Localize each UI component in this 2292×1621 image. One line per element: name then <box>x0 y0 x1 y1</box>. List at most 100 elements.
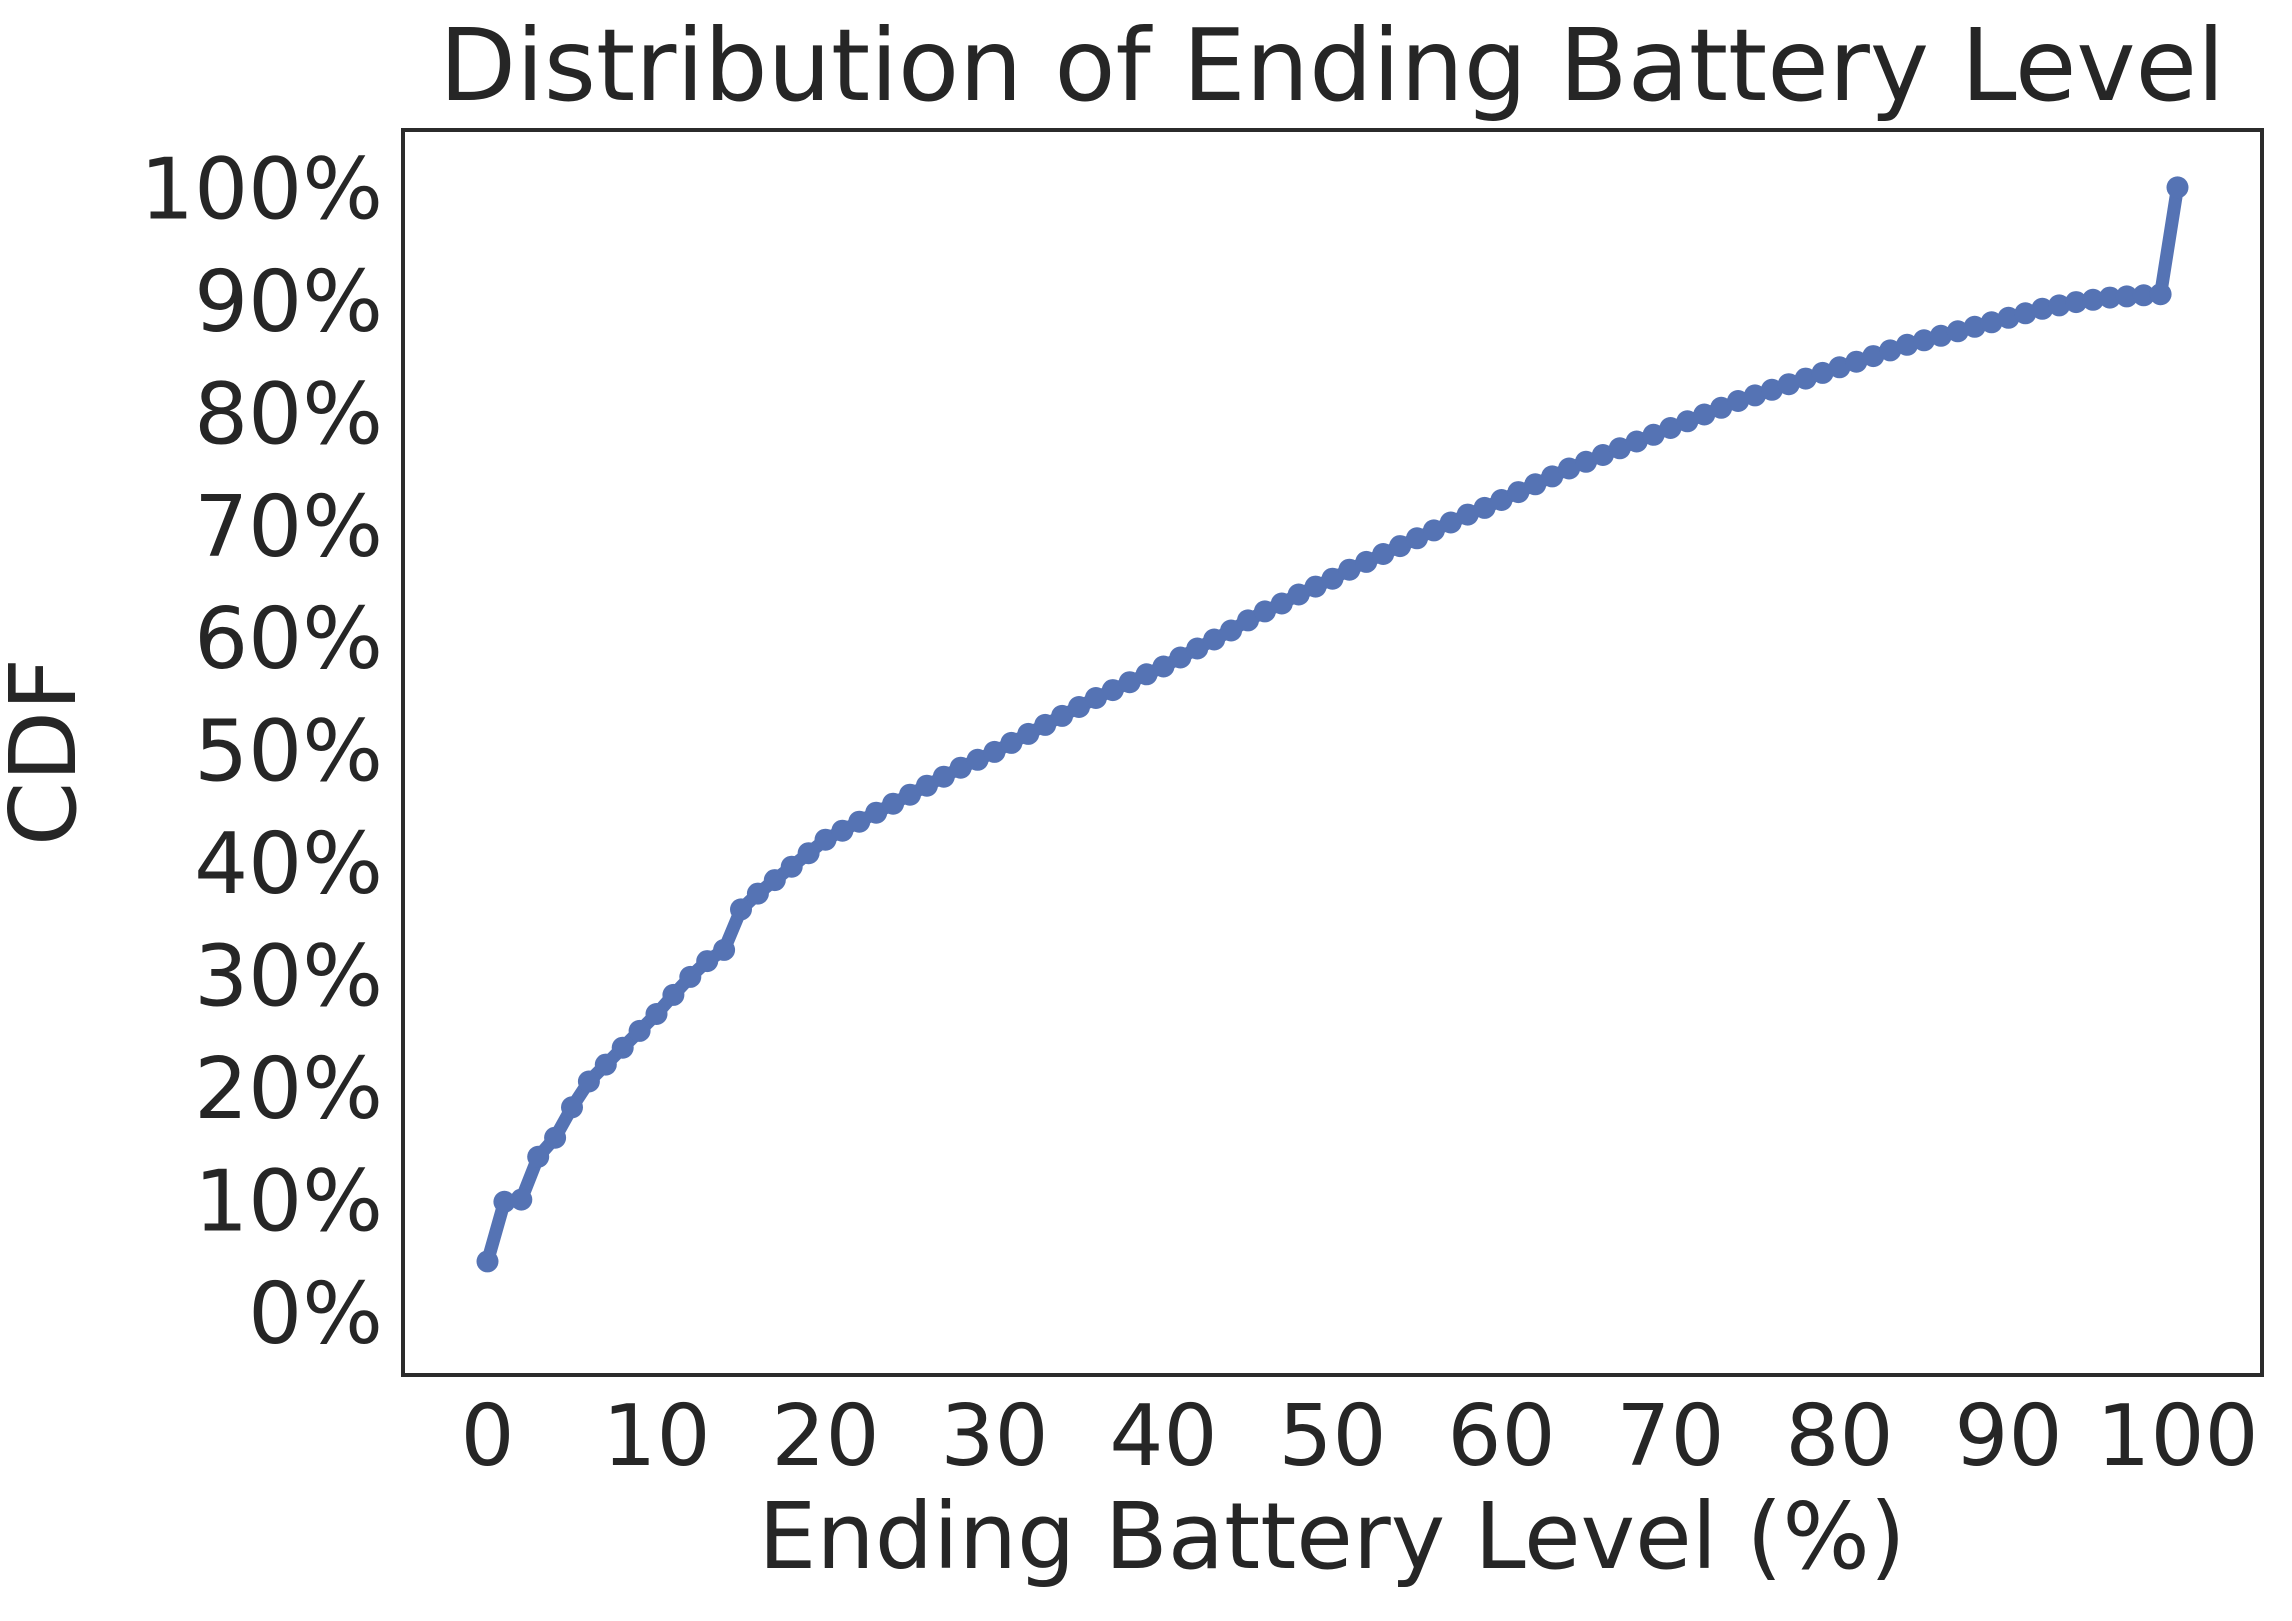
cdf-marker <box>899 783 921 806</box>
cdf-marker <box>1338 558 1361 581</box>
cdf-marker <box>865 801 888 824</box>
cdf-marker <box>713 938 736 961</box>
cdf-marker <box>915 774 938 797</box>
cdf-marker <box>1084 687 1107 709</box>
cdf-marker <box>983 740 1006 763</box>
cdf-marker <box>848 810 871 833</box>
cdf-marker <box>2082 288 2104 311</box>
cdf-marker <box>662 983 685 1006</box>
y-tick-label: 100% <box>140 140 383 239</box>
cdf-marker <box>780 855 803 878</box>
cdf-marker <box>1017 722 1040 745</box>
cdf-marker <box>1642 423 1665 446</box>
y-tick-labels: 0% 10% 20% 30% 40% 50% 60% 70% 80% 90% 100% <box>140 140 383 1364</box>
cdf-marker <box>814 828 837 851</box>
cdf-marker <box>2031 297 2054 320</box>
cdf-marker <box>2132 284 2155 307</box>
cdf-marker <box>2098 286 2121 309</box>
cdf-marker <box>1439 511 1462 534</box>
cdf-marker <box>882 792 905 815</box>
cdf-marker <box>696 950 719 973</box>
cdf-marker <box>1676 410 1699 433</box>
cdf-marker <box>1220 619 1243 642</box>
x-tick-label: 80 <box>1785 1387 1893 1486</box>
x-tick-label: 70 <box>1616 1387 1724 1486</box>
cdf-marker <box>577 1070 600 1093</box>
cdf-marker <box>1135 663 1158 686</box>
cdf-marker <box>1591 444 1614 466</box>
x-tick-label: 20 <box>771 1387 879 1486</box>
cdf-marker <box>2115 285 2138 308</box>
cdf-marker <box>645 1003 668 1025</box>
cdf-marker <box>1862 345 1885 368</box>
cdf-marker <box>1152 655 1175 678</box>
cdf-marker <box>831 819 854 842</box>
cdf-marker <box>1000 731 1023 754</box>
cdf-marker <box>1980 311 2003 334</box>
cdf-marker <box>1203 628 1226 651</box>
cdf-marker <box>1727 390 1750 412</box>
cdf-marker <box>2048 294 2071 317</box>
cdf-marker <box>1946 320 1969 343</box>
x-tick-label: 0 <box>460 1387 514 1486</box>
cdf-marker <box>1422 519 1445 542</box>
cdf-marker <box>1929 324 1952 347</box>
cdf-marker <box>1034 713 1057 736</box>
cdf-marker <box>932 765 955 788</box>
cdf-marker <box>1845 350 1868 373</box>
cdf-marker <box>1963 315 1986 338</box>
cdf-marker <box>746 882 769 905</box>
y-tick-label: 50% <box>194 703 383 802</box>
cdf-marker <box>1389 535 1412 558</box>
cdf-marker <box>1777 373 1800 396</box>
cdf-marker <box>1253 600 1276 623</box>
x-tick-label: 30 <box>940 1387 1048 1486</box>
cdf-marker <box>476 1250 499 1273</box>
y-tick-label: 10% <box>194 1153 383 1252</box>
cdf-marker <box>1118 671 1141 694</box>
cdf-marker <box>561 1096 583 1119</box>
cdf-marker <box>2166 176 2189 199</box>
cdf-marker <box>1896 333 1919 356</box>
cdf-marker <box>510 1188 533 1211</box>
cdf-marker <box>1524 473 1547 496</box>
cdf-marker <box>1693 403 1716 426</box>
cdf-marker <box>1828 356 1851 379</box>
cdf-marker <box>797 842 820 865</box>
cdf-curve <box>476 176 2189 1273</box>
cdf-marker <box>1186 637 1209 660</box>
x-axis-label: Ending Battery Level (%) <box>758 1483 1905 1590</box>
cdf-marker <box>1270 592 1293 615</box>
cdf-marker <box>594 1053 617 1076</box>
cdf-marker <box>730 898 752 921</box>
cdf-marker <box>1304 575 1327 598</box>
cdf-marker <box>679 965 702 988</box>
y-tick-label: 0% <box>248 1265 383 1364</box>
x-tick-label: 60 <box>1447 1387 1555 1486</box>
x-tick-label: 90 <box>1954 1387 2062 1486</box>
y-tick-label: 70% <box>194 478 383 577</box>
cdf-marker <box>527 1145 550 1168</box>
cdf-marker <box>1456 503 1479 526</box>
cdf-marker <box>2065 291 2088 314</box>
y-tick-label: 20% <box>194 1040 383 1139</box>
cdf-marker <box>1625 430 1648 453</box>
y-tick-label: 40% <box>194 815 383 914</box>
cdf-marker <box>544 1126 567 1149</box>
cdf-marker <box>493 1190 516 1213</box>
x-tick-labels: 0 10 20 30 40 50 60 70 80 90 100 <box>460 1387 2258 1486</box>
cdf-marker <box>1794 367 1817 390</box>
cdf-marker <box>1068 696 1090 718</box>
y-tick-label: 60% <box>194 590 383 689</box>
cdf-marker <box>1913 329 1935 352</box>
cdf-marker <box>1287 583 1310 606</box>
chart-title: Distribution of Ending Battery Level <box>439 7 2225 124</box>
y-axis-label: CDF <box>0 658 97 846</box>
x-tick-label: 10 <box>602 1387 710 1486</box>
x-tick-label: 50 <box>1278 1387 1386 1486</box>
axes-spines <box>401 128 2264 1377</box>
cdf-marker <box>1507 481 1530 504</box>
cdf-marker <box>1237 609 1259 632</box>
